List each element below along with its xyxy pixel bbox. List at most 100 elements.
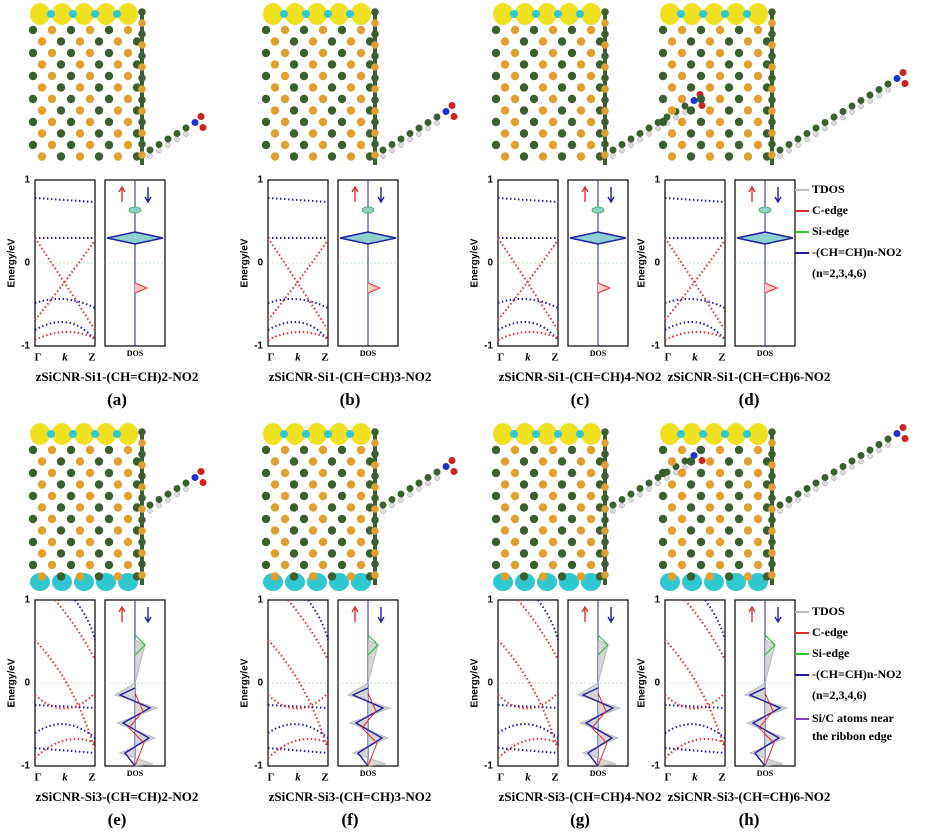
atom (768, 549, 776, 557)
atom (768, 483, 776, 491)
atom (156, 496, 163, 503)
atom (48, 492, 56, 500)
atom (849, 458, 856, 465)
atom (647, 487, 652, 492)
panel-label: (f) (342, 810, 359, 829)
atom (76, 549, 84, 557)
atom (184, 132, 189, 137)
atom (371, 30, 379, 38)
atom (691, 97, 698, 104)
atom (687, 106, 695, 114)
atom (262, 118, 270, 126)
atom (725, 152, 733, 160)
dos-label: DOS (757, 769, 774, 778)
atom (29, 515, 37, 523)
atom (371, 151, 379, 159)
atom (138, 450, 146, 458)
atom (309, 572, 317, 580)
atom (165, 491, 172, 498)
atom (184, 487, 189, 492)
atom (57, 152, 65, 160)
atom (262, 446, 270, 454)
atom (57, 106, 65, 114)
atom (48, 49, 56, 57)
atom (262, 141, 270, 149)
atom (371, 63, 379, 71)
x-tick-label: Γ (35, 352, 42, 364)
atom (587, 95, 595, 103)
atom (76, 83, 84, 91)
atom (281, 72, 289, 80)
band-curve (268, 705, 328, 708)
atom (558, 457, 566, 465)
spin-up-arrow (119, 187, 125, 202)
atom (449, 102, 456, 109)
atom (768, 450, 776, 458)
atom (601, 63, 609, 71)
atom (492, 141, 500, 149)
atom (768, 140, 776, 148)
atom (601, 461, 609, 469)
atom (290, 503, 298, 511)
atom (678, 118, 686, 126)
atom (601, 52, 609, 60)
density-lobe (532, 10, 540, 18)
atom (725, 60, 733, 68)
spin-down-arrow (145, 187, 151, 202)
atom (768, 107, 776, 115)
atom (347, 526, 355, 534)
atom (501, 572, 509, 580)
atom (706, 37, 714, 45)
atom (300, 492, 308, 500)
atom (76, 152, 84, 160)
dos-label: DOS (127, 349, 144, 358)
atom (300, 72, 308, 80)
atom (549, 95, 557, 103)
atom (674, 115, 679, 120)
atom (371, 461, 379, 469)
dos-tdos (115, 640, 157, 766)
atom (501, 549, 509, 557)
atom (530, 26, 538, 34)
dos-label: DOS (590, 349, 607, 358)
dos-tdos (348, 640, 390, 766)
atom (114, 60, 122, 68)
band-curve (288, 600, 328, 660)
atom (520, 549, 528, 557)
legend-label: TDOS (812, 604, 845, 618)
atom (601, 118, 609, 126)
atom (768, 118, 776, 126)
band-curve (35, 705, 95, 708)
atom (668, 572, 676, 580)
atom (347, 60, 355, 68)
y-tick-label: -1 (254, 761, 263, 772)
atom (86, 492, 94, 500)
legend-label: C-edge (812, 625, 849, 639)
atom (668, 60, 676, 68)
atom (371, 74, 379, 82)
atom (629, 498, 634, 503)
atom (768, 461, 776, 469)
atom (577, 106, 585, 114)
atom (48, 446, 56, 454)
atom (520, 37, 528, 45)
atom (735, 118, 743, 126)
atom (778, 509, 783, 514)
atom (501, 480, 509, 488)
density-lobe (699, 10, 707, 18)
panel-label: (d) (739, 390, 760, 409)
atom (48, 26, 56, 34)
atom (425, 474, 432, 481)
atom (683, 110, 688, 115)
density-lobe (113, 10, 121, 18)
x-tick-label: Z (718, 772, 725, 784)
atom (29, 118, 37, 126)
atom (841, 115, 846, 120)
atom (668, 152, 676, 160)
atom (539, 572, 547, 580)
atom (697, 26, 705, 34)
atom (620, 503, 625, 508)
atom (183, 480, 190, 487)
atom (735, 49, 743, 57)
atom (166, 143, 171, 148)
